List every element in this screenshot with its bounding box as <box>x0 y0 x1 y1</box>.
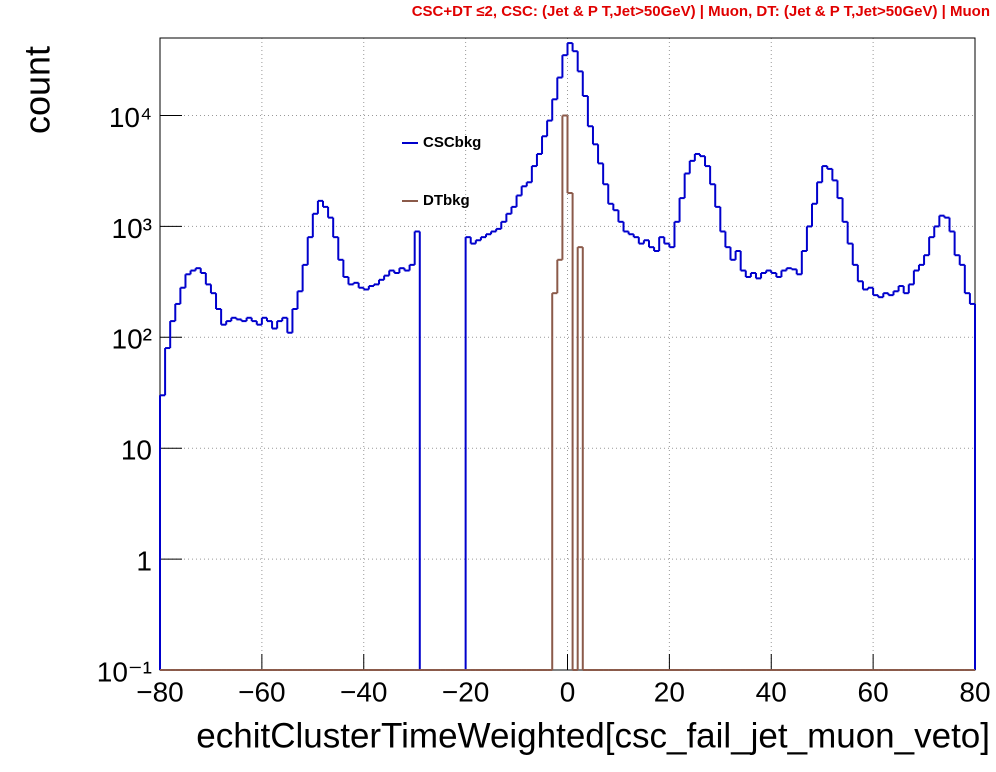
x-tick-label: 40 <box>756 676 787 707</box>
y-tick-label: 10 <box>121 435 152 466</box>
x-tick-label: −80 <box>136 676 184 707</box>
legend-label: CSCbkg <box>423 134 481 151</box>
x-tick-label: −60 <box>238 676 286 707</box>
x-tick-label: 60 <box>858 676 889 707</box>
y-tick-label: 10³ <box>112 213 152 244</box>
chart-title: CSC+DT ≤2, CSC: (Jet & P T,Jet>50GeV) | … <box>412 3 990 20</box>
y-tick-label: 10² <box>112 324 152 355</box>
x-tick-label: 80 <box>959 676 990 707</box>
y-tick-label: 1 <box>136 545 152 576</box>
x-axis-title: echitClusterTimeWeighted[csc_fail_jet_mu… <box>196 716 990 755</box>
y-tick-label: 10⁴ <box>109 102 152 133</box>
legend-label: DTbkg <box>423 192 470 209</box>
y-axis-title: count <box>17 46 58 134</box>
y-tick-label: 10⁻¹ <box>97 656 152 687</box>
x-tick-label: 20 <box>654 676 685 707</box>
x-tick-label: −20 <box>442 676 490 707</box>
x-tick-label: −40 <box>340 676 388 707</box>
x-tick-label: 0 <box>560 676 576 707</box>
